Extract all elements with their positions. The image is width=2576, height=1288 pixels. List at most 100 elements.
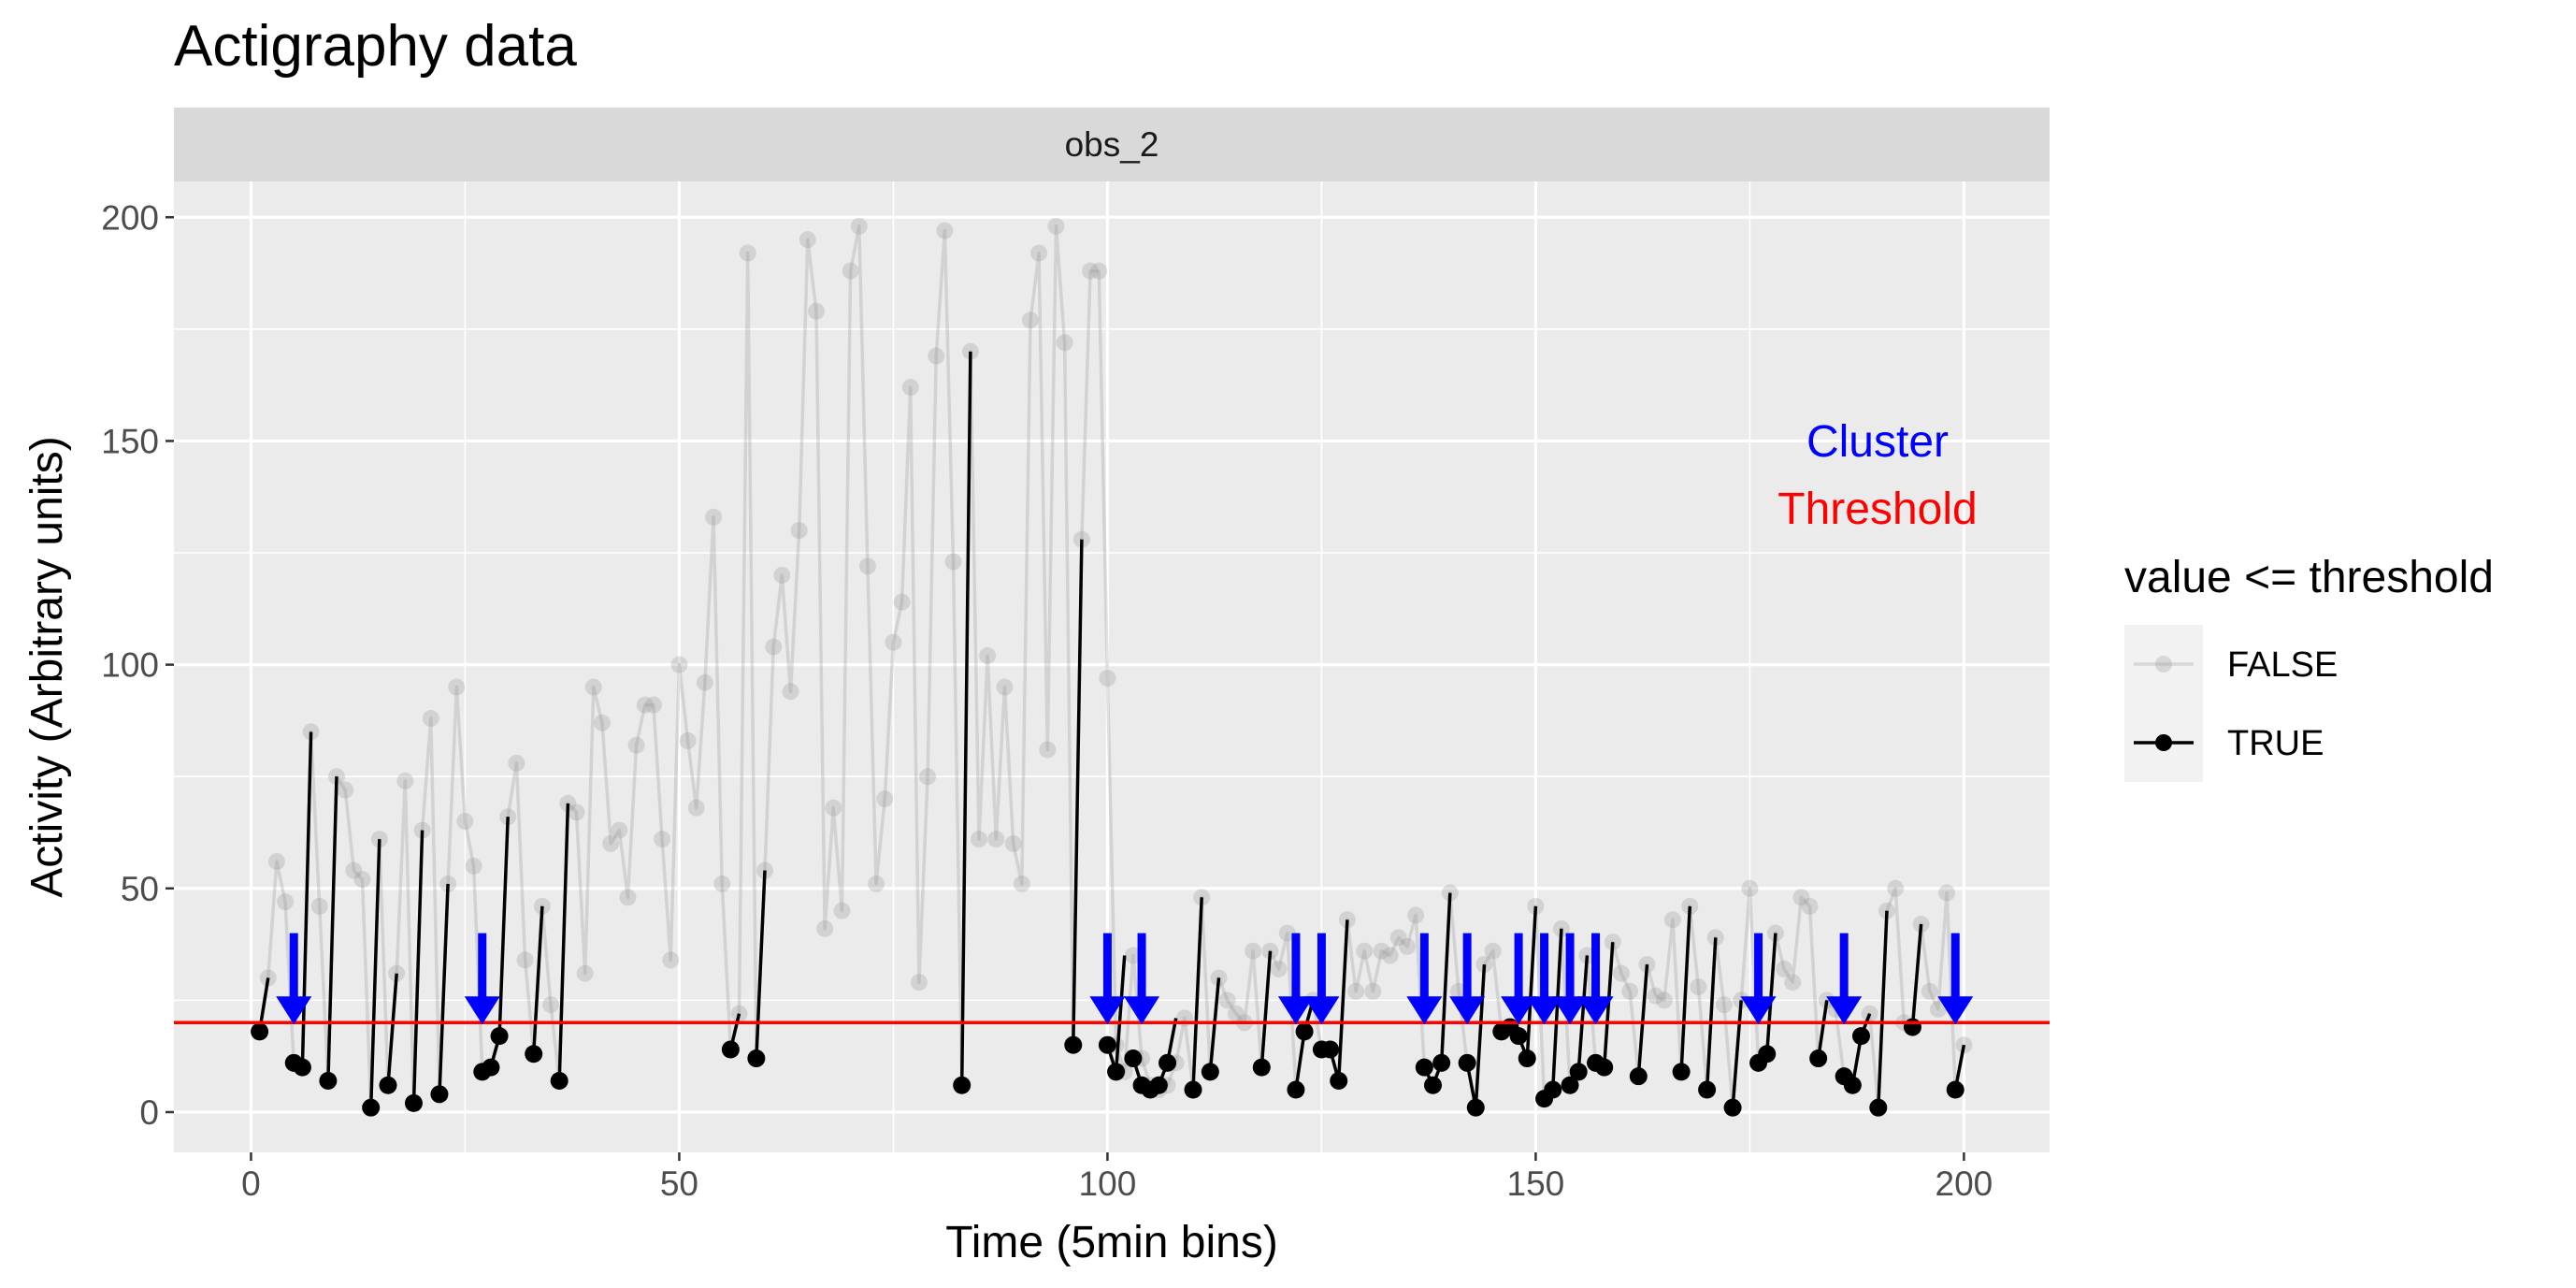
series-true-line	[1636, 963, 1649, 1077]
series-true-point	[1321, 1040, 1340, 1059]
series-false-point	[662, 951, 680, 969]
series-true-line	[1910, 923, 1923, 1028]
series-false-point	[1818, 991, 1835, 1009]
series-false-point	[370, 831, 388, 848]
cluster-arrow-head	[1740, 996, 1777, 1025]
series-false-point	[508, 754, 525, 772]
series-false-point	[1690, 978, 1707, 996]
y-tick-label: 50	[121, 870, 159, 908]
series-false-point	[456, 813, 474, 831]
series-true-line	[1072, 539, 1084, 1046]
series-false-point	[310, 897, 328, 915]
series-false-point	[1921, 982, 1938, 1000]
legend-label-false: FALSE	[2227, 645, 2338, 685]
threshold-annotation: Threshold	[1777, 485, 1977, 534]
series-false-point	[928, 347, 945, 365]
series-false-point	[996, 678, 1014, 696]
series-false-point	[910, 974, 928, 991]
legend: value <= threshold FALSE TRUE	[2124, 553, 2494, 782]
series-false-point	[1381, 947, 1399, 964]
series-true-point	[1758, 1045, 1777, 1064]
series-false-point	[1227, 1005, 1245, 1022]
series-false-point	[1733, 991, 1750, 1009]
series-false-point	[1399, 937, 1417, 955]
series-false-point	[1655, 991, 1673, 1009]
series-false-point	[388, 964, 406, 982]
series-false-point	[602, 834, 620, 852]
series-false-point	[576, 964, 594, 982]
series-true-line	[368, 839, 381, 1108]
series-false-point	[439, 875, 457, 892]
series-false-point	[627, 736, 645, 754]
legend-key-true-point	[2155, 734, 2172, 751]
cluster-arrow-head	[1501, 996, 1537, 1025]
series-true-point	[1124, 1049, 1143, 1068]
x-axis-title: Time (5min bins)	[945, 1218, 1278, 1267]
series-false-point	[1792, 889, 1810, 906]
series-false-point	[1004, 834, 1022, 852]
series-true-point	[1466, 1098, 1485, 1117]
series-true-line	[1259, 950, 1273, 1068]
series-true-point	[1843, 1076, 1862, 1094]
y-axis-title: Activity (Arbitrary units)	[22, 436, 72, 897]
series-false-point	[816, 919, 834, 937]
series-false-point	[799, 231, 816, 249]
series-false-point	[1090, 262, 1108, 280]
y-tick-label: 150	[101, 422, 159, 460]
series-false-point	[568, 803, 585, 821]
series-true-point	[1098, 1035, 1116, 1054]
series-false-point	[516, 951, 534, 969]
series-true-point	[404, 1093, 423, 1112]
series-false-point	[1047, 217, 1065, 235]
cluster-arrow-head	[1303, 996, 1340, 1025]
series-false-point	[687, 799, 705, 817]
series-false-point	[1715, 996, 1733, 1014]
series-true-point	[1672, 1063, 1691, 1081]
series-true-point	[1595, 1058, 1614, 1077]
series-false-point	[1604, 933, 1621, 951]
cluster-arrow-head	[1277, 996, 1314, 1025]
series-false-point	[1663, 911, 1681, 929]
series-true-point	[1869, 1098, 1888, 1117]
series-true-line	[411, 830, 425, 1104]
series-false-point	[584, 678, 602, 696]
cluster-arrow-head	[1089, 996, 1126, 1025]
series-true-line	[438, 883, 450, 1094]
series-true-line	[755, 870, 767, 1059]
series-false-point	[1449, 982, 1467, 1000]
series-false-point	[842, 262, 859, 280]
cluster-arrow-head	[1449, 996, 1486, 1025]
series-false-point	[739, 244, 756, 262]
series-false-point	[1356, 942, 1374, 960]
series-true-point	[1698, 1080, 1717, 1099]
series-false-point	[1929, 1000, 1947, 1018]
series-false-line	[257, 224, 1966, 1109]
series-true-line	[326, 776, 338, 1081]
series-false-point	[1484, 942, 1502, 960]
series-false-point	[1099, 669, 1116, 687]
series-true-point	[1201, 1063, 1219, 1081]
series-true-point	[379, 1076, 397, 1094]
series-true-point	[1432, 1053, 1451, 1072]
series-false-point	[1706, 929, 1724, 947]
series-false-point	[619, 889, 637, 906]
series-false-point	[1887, 879, 1905, 897]
series-false-point	[302, 723, 320, 741]
series-false-point	[670, 656, 688, 673]
series-false-point	[971, 831, 988, 848]
series-false-point	[422, 710, 439, 728]
x-tick-label: 0	[241, 1165, 261, 1203]
series-true-point	[293, 1058, 311, 1077]
series-false-point	[858, 557, 876, 575]
series-false-point	[1861, 1005, 1878, 1022]
series-true-point	[747, 1049, 766, 1068]
series-false-point	[705, 508, 723, 526]
series-true-point	[1107, 1063, 1126, 1081]
series-false-point	[773, 566, 791, 584]
cluster-arrow-head	[464, 996, 500, 1025]
series-false-point	[765, 638, 783, 656]
series-true-point	[1946, 1080, 1964, 1099]
series-true-point	[319, 1071, 338, 1090]
series-true-line	[1816, 1000, 1829, 1059]
